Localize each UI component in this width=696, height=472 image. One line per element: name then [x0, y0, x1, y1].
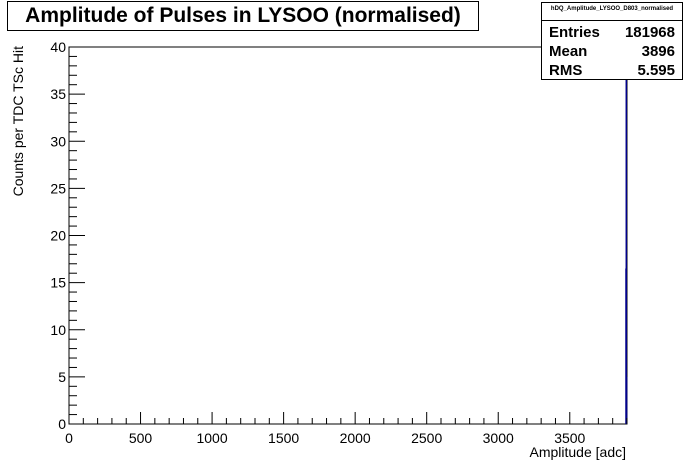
y-tick-label: 20	[50, 228, 66, 244]
stats-row-entries: Entries 181968	[549, 24, 675, 42]
y-axis: 0 5 10 15 20 25 30 35 40	[50, 39, 85, 432]
histogram-bars	[625, 47, 628, 424]
y-tick-label: 5	[58, 369, 66, 385]
y-tick-label: 35	[50, 86, 66, 102]
y-tick-label: 0	[58, 416, 66, 432]
y-tick-label: 30	[50, 133, 66, 149]
x-tick-label: 2500	[411, 430, 442, 446]
stats-rms-label: RMS	[549, 62, 583, 79]
y-axis-title: Counts per TDC TSc Hit	[10, 46, 26, 197]
x-tick-label: 1500	[268, 430, 299, 446]
stats-entries-label: Entries	[549, 24, 600, 41]
stats-entries-value: 181968	[624, 24, 675, 41]
stats-mean-label: Mean	[549, 43, 588, 60]
stats-mean-value: 3896	[641, 43, 675, 60]
plot-frame	[68, 46, 628, 425]
x-tick-label: 500	[129, 430, 153, 446]
stats-histogram-name: hDQ_Amplitude_LYSOO_D803_normalised	[550, 6, 674, 12]
stats-separator	[542, 20, 682, 21]
stats-row-mean: Mean 3896	[549, 43, 675, 61]
x-tick-label: 3500	[554, 430, 585, 446]
x-tick-label: 0	[65, 430, 73, 446]
chart-title: Amplitude of Pulses in LYSOO (normalised…	[25, 4, 461, 27]
x-tick-label: 1000	[196, 430, 227, 446]
y-tick-label: 40	[50, 39, 66, 55]
y-tick-label: 25	[50, 180, 66, 196]
x-tick-label: 3000	[483, 430, 514, 446]
x-axis: 0 500 1000 1500 2000 2500 3000 3500	[65, 412, 628, 446]
x-axis-title: Amplitude [adc]	[530, 444, 627, 460]
x-tick-label: 2000	[340, 430, 371, 446]
y-tick-label: 10	[50, 322, 66, 338]
chart-title-box: Amplitude of Pulses in LYSOO (normalised…	[7, 1, 479, 31]
stats-box: hDQ_Amplitude_LYSOO_D803_normalised Entr…	[541, 2, 683, 80]
stats-rms-value: 5.595	[637, 62, 675, 79]
plot-frame-rect	[68, 46, 628, 425]
stats-row-rms: RMS 5.595	[549, 62, 675, 80]
y-tick-label: 15	[50, 275, 66, 291]
